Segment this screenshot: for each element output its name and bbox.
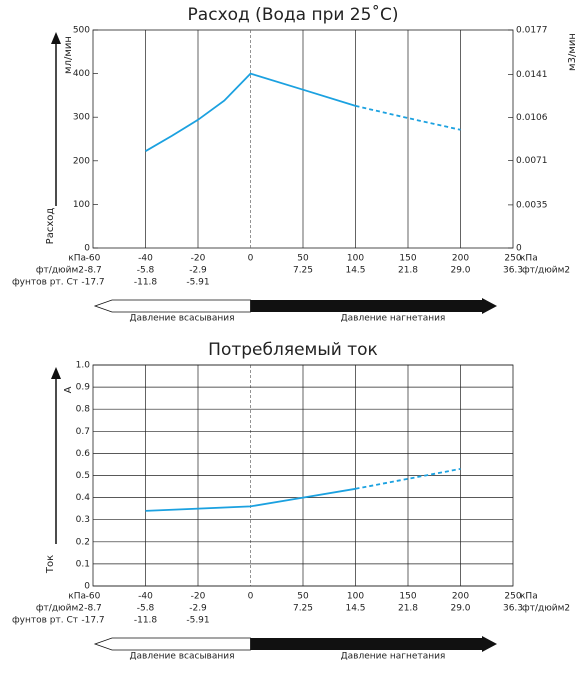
series-line: [355, 468, 461, 490]
psi-row-label: фт/дюйм2: [36, 604, 84, 614]
y-axis-title: Ток: [45, 555, 56, 574]
y-tick-label: 200: [73, 156, 90, 166]
y-tick-label: 0.9: [76, 383, 91, 393]
y-tick-label: 300: [73, 113, 90, 123]
psi-row-label: фт/дюйм2: [36, 266, 84, 276]
y2-tick-label: 0.0177: [516, 26, 548, 36]
psi-row-label: фт/дюйм2: [522, 266, 570, 276]
psi-label: -8.7: [84, 266, 102, 276]
y-axis-label: A: [63, 386, 74, 393]
x-tick-label: 200: [452, 592, 469, 602]
chart-title: Расход (Вода при 25˚C): [188, 4, 399, 25]
y-tick-label: 0.6: [76, 449, 91, 459]
y-tick-label: 0.7: [76, 427, 90, 437]
psi-label: -5.8: [137, 604, 155, 614]
x-tick-label: -20: [191, 254, 206, 264]
psi-label: 14.5: [345, 266, 365, 276]
y-tick-label: 0.2: [76, 537, 90, 547]
inhg-label: -11.8: [134, 616, 158, 626]
discharge-label: Давление нагнетания: [341, 314, 446, 324]
y2-tick-label: 0.0035: [516, 200, 548, 210]
psi-label: -8.7: [84, 604, 102, 614]
x-tick-label: 200: [452, 254, 469, 264]
y-arrow-head: [51, 367, 61, 379]
inhg-label: -5.91: [186, 278, 209, 288]
y-tick-label: 0.5: [76, 471, 90, 481]
y-tick-label: 400: [73, 69, 90, 79]
discharge-label: Давление нагнетания: [341, 652, 446, 662]
inhg-row-label: фунтов рт. Ст: [12, 278, 78, 288]
y-tick-label: 0.8: [76, 405, 91, 415]
y-tick-label: 100: [73, 200, 90, 210]
x-tick-label: -60: [86, 592, 101, 602]
psi-label: 36.3: [503, 266, 523, 276]
series-line: [145, 72, 356, 152]
x-tick-label: -20: [191, 592, 206, 602]
psi-label: -5.8: [137, 266, 155, 276]
x-tick-label: 150: [399, 592, 416, 602]
psi-label: 7.25: [293, 266, 313, 276]
inhg-row-label: фунтов рт. Ст: [12, 616, 78, 626]
y-axis-label: мл/мин: [63, 36, 74, 74]
x-tick-label: 0: [248, 592, 254, 602]
series-line: [355, 105, 461, 131]
suction-label: Давление всасывания: [129, 652, 234, 662]
y-tick-label: 500: [73, 26, 90, 36]
y-tick-label: 0.4: [76, 493, 91, 503]
y2-axis-label: м3/мин: [567, 33, 578, 71]
psi-label: 29.0: [450, 266, 470, 276]
y-tick-label: 0: [84, 582, 90, 592]
y-tick-label: 0.3: [76, 515, 90, 525]
y-tick-label: 1.0: [76, 361, 91, 371]
psi-label: 29.0: [450, 604, 470, 614]
inhg-label: -11.8: [134, 278, 158, 288]
x-unit: кПа: [520, 254, 538, 264]
x-tick-label: 150: [399, 254, 416, 264]
suction-arrow: [93, 637, 251, 651]
psi-label: 14.5: [345, 604, 365, 614]
y-arrow-head: [51, 32, 61, 44]
suction-label: Давление всасывания: [129, 314, 234, 324]
x-unit: кПа: [68, 254, 86, 264]
x-tick-label: -40: [138, 254, 153, 264]
x-tick-label: 100: [347, 254, 364, 264]
y-tick-label: 0.1: [76, 559, 90, 569]
x-unit: кПа: [68, 592, 86, 602]
series-line: [145, 487, 356, 512]
y-tick-label: 0: [84, 244, 90, 254]
discharge-arrow: [250, 298, 497, 314]
inhg-label: -5.91: [186, 616, 209, 626]
x-tick-label: 50: [297, 592, 309, 602]
x-tick-label: 0: [248, 254, 254, 264]
psi-label: -2.9: [189, 266, 207, 276]
x-tick-label: 100: [347, 592, 364, 602]
x-tick-label: 50: [297, 254, 309, 264]
discharge-arrow: [250, 636, 497, 652]
x-tick-label: 250: [504, 592, 521, 602]
x-tick-label: -40: [138, 592, 153, 602]
y2-tick-label: 0.0106: [516, 113, 548, 123]
chart-title: Потребляемый ток: [208, 340, 378, 360]
psi-label: 7.25: [293, 604, 313, 614]
inhg-label: -17.7: [81, 278, 104, 288]
psi-label: 21.8: [398, 266, 418, 276]
y2-tick-label: 0.0141: [516, 70, 548, 80]
x-unit: кПа: [520, 592, 538, 602]
psi-label: 21.8: [398, 604, 418, 614]
suction-arrow: [93, 299, 251, 313]
y2-tick-label: 0: [516, 244, 522, 254]
psi-label: 36.3: [503, 604, 523, 614]
psi-label: -2.9: [189, 604, 207, 614]
psi-row-label: фт/дюйм2: [522, 604, 570, 614]
y-axis-title: Расход: [45, 208, 56, 245]
y2-tick-label: 0.0071: [516, 156, 548, 166]
x-tick-label: 250: [504, 254, 521, 264]
x-tick-label: -60: [86, 254, 101, 264]
inhg-label: -17.7: [81, 616, 104, 626]
